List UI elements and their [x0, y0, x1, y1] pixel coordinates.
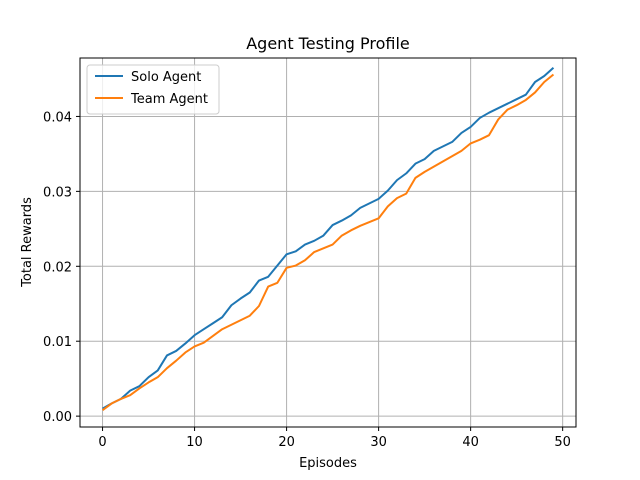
series-line-team-agent [101, 73, 555, 411]
y-axis-label: Total Rewards [20, 197, 35, 288]
series-layer [101, 66, 555, 411]
legend: Solo Agent Team Agent [86, 64, 220, 115]
y-tick-label: 0.01 [43, 335, 72, 350]
y-tick-label: 0.04 [43, 110, 72, 125]
y-tick-label: 0.02 [43, 260, 72, 275]
legend-label-team-agent: Team Agent [130, 92, 208, 107]
x-tick-label: 30 [370, 435, 387, 450]
x-axis-label: Episodes [299, 456, 357, 471]
chart-title: Agent Testing Profile [246, 34, 410, 53]
x-tick-label: 10 [186, 435, 203, 450]
x-tick-label: 50 [554, 435, 571, 450]
x-tick-label: 0 [98, 435, 106, 450]
x-tick-label: 40 [462, 435, 479, 450]
grid-layer [80, 58, 576, 427]
tick-layer: 0 10 20 30 40 50 0.00 0.01 0.02 0.03 0.04 [43, 110, 571, 450]
series-line-solo-agent [102, 66, 555, 410]
y-tick-label: 0.00 [43, 410, 72, 425]
y-tick-label: 0.03 [43, 185, 72, 200]
legend-label-solo-agent: Solo Agent [131, 70, 201, 85]
plot-frame [79, 57, 577, 428]
x-tick-label: 20 [278, 435, 295, 450]
legend-box [86, 64, 220, 115]
